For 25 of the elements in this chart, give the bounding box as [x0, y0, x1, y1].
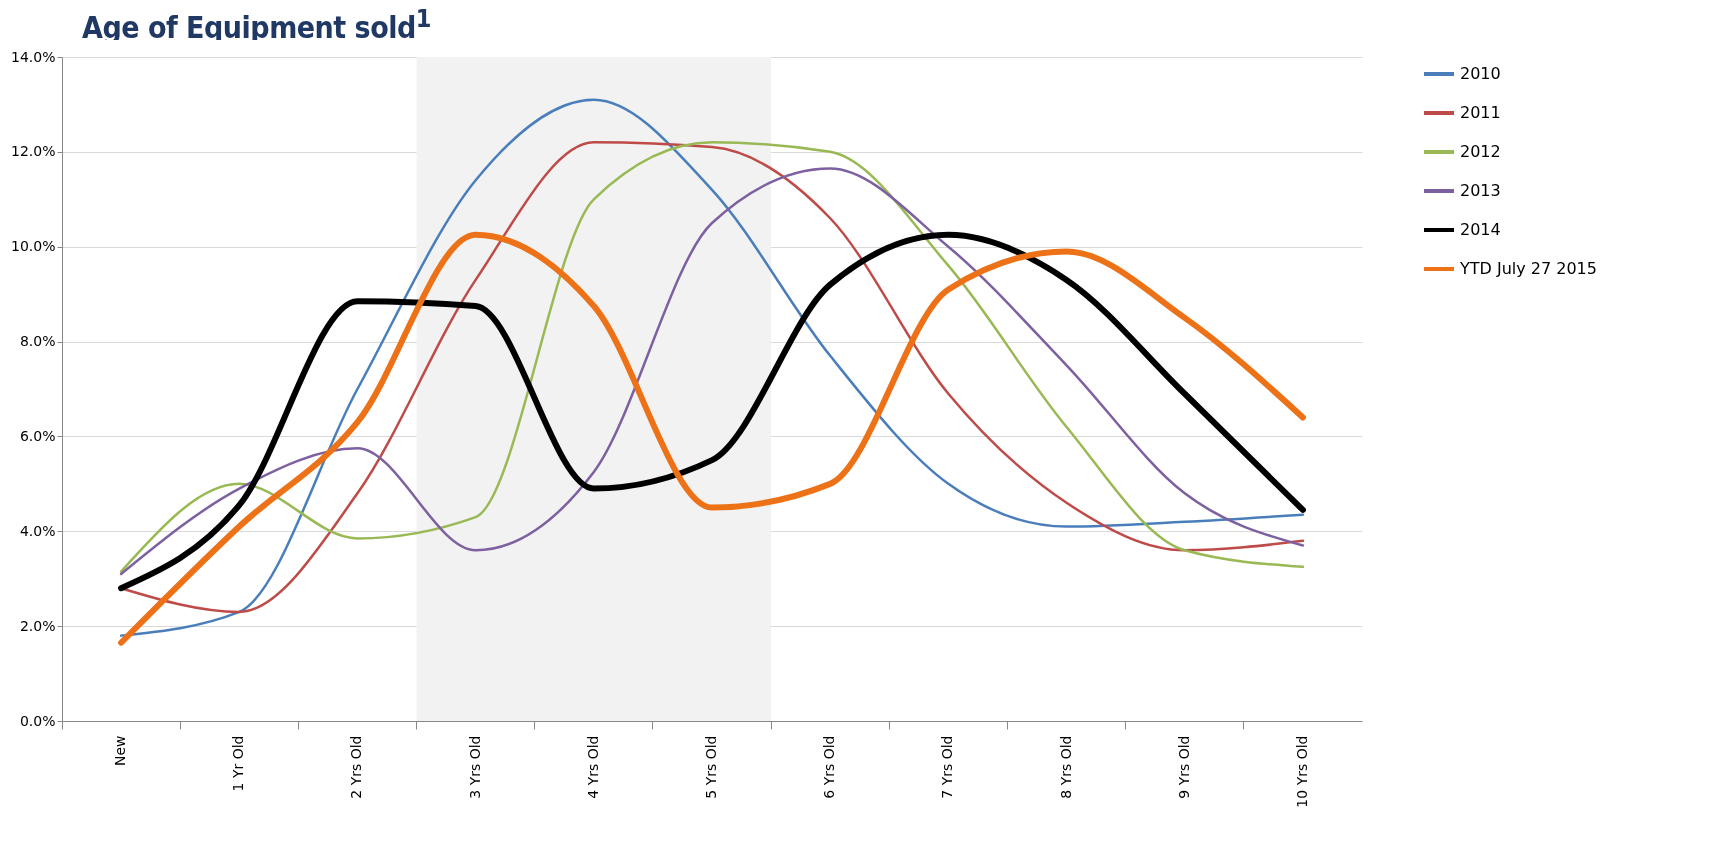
y-tick-label: 10.0%: [11, 238, 56, 255]
legend-label: 2010: [1460, 64, 1501, 83]
x-tick-label: 7 Yrs Old: [939, 735, 956, 799]
x-tick-label: 4 Yrs Old: [584, 735, 601, 799]
x-tick-label: 8 Yrs Old: [1057, 735, 1074, 799]
legend-label: YTD July 27 2015: [1459, 259, 1597, 278]
y-tick-label: 14.0%: [11, 48, 56, 65]
legend-label: 2012: [1460, 142, 1501, 161]
x-tick-label: 5 Yrs Old: [703, 735, 719, 799]
y-tick-label: 6.0%: [19, 427, 56, 444]
x-tick-label: 9 Yrs Old: [1175, 735, 1192, 799]
y-tick-label: 0.0%: [19, 712, 56, 729]
y-tick-label: 2.0%: [19, 617, 56, 634]
legend-label: 2011: [1460, 103, 1501, 122]
x-tick-label: 2 Yrs Old: [348, 735, 365, 799]
x-tick-label: 1 Yr Old: [230, 735, 247, 792]
y-tick-label: 4.0%: [19, 522, 56, 539]
x-tick-label: 3 Yrs Old: [466, 735, 483, 799]
y-tick-label: 8.0%: [19, 333, 56, 350]
x-tick-label: 6 Yrs Old: [821, 735, 838, 799]
legend-label: 2014: [1460, 220, 1501, 239]
y-tick-label: 12.0%: [11, 143, 56, 160]
x-tick-label: 10 Yrs Old: [1293, 735, 1310, 808]
x-tick-label: New: [112, 735, 129, 767]
legend-label: 2013: [1460, 181, 1501, 200]
